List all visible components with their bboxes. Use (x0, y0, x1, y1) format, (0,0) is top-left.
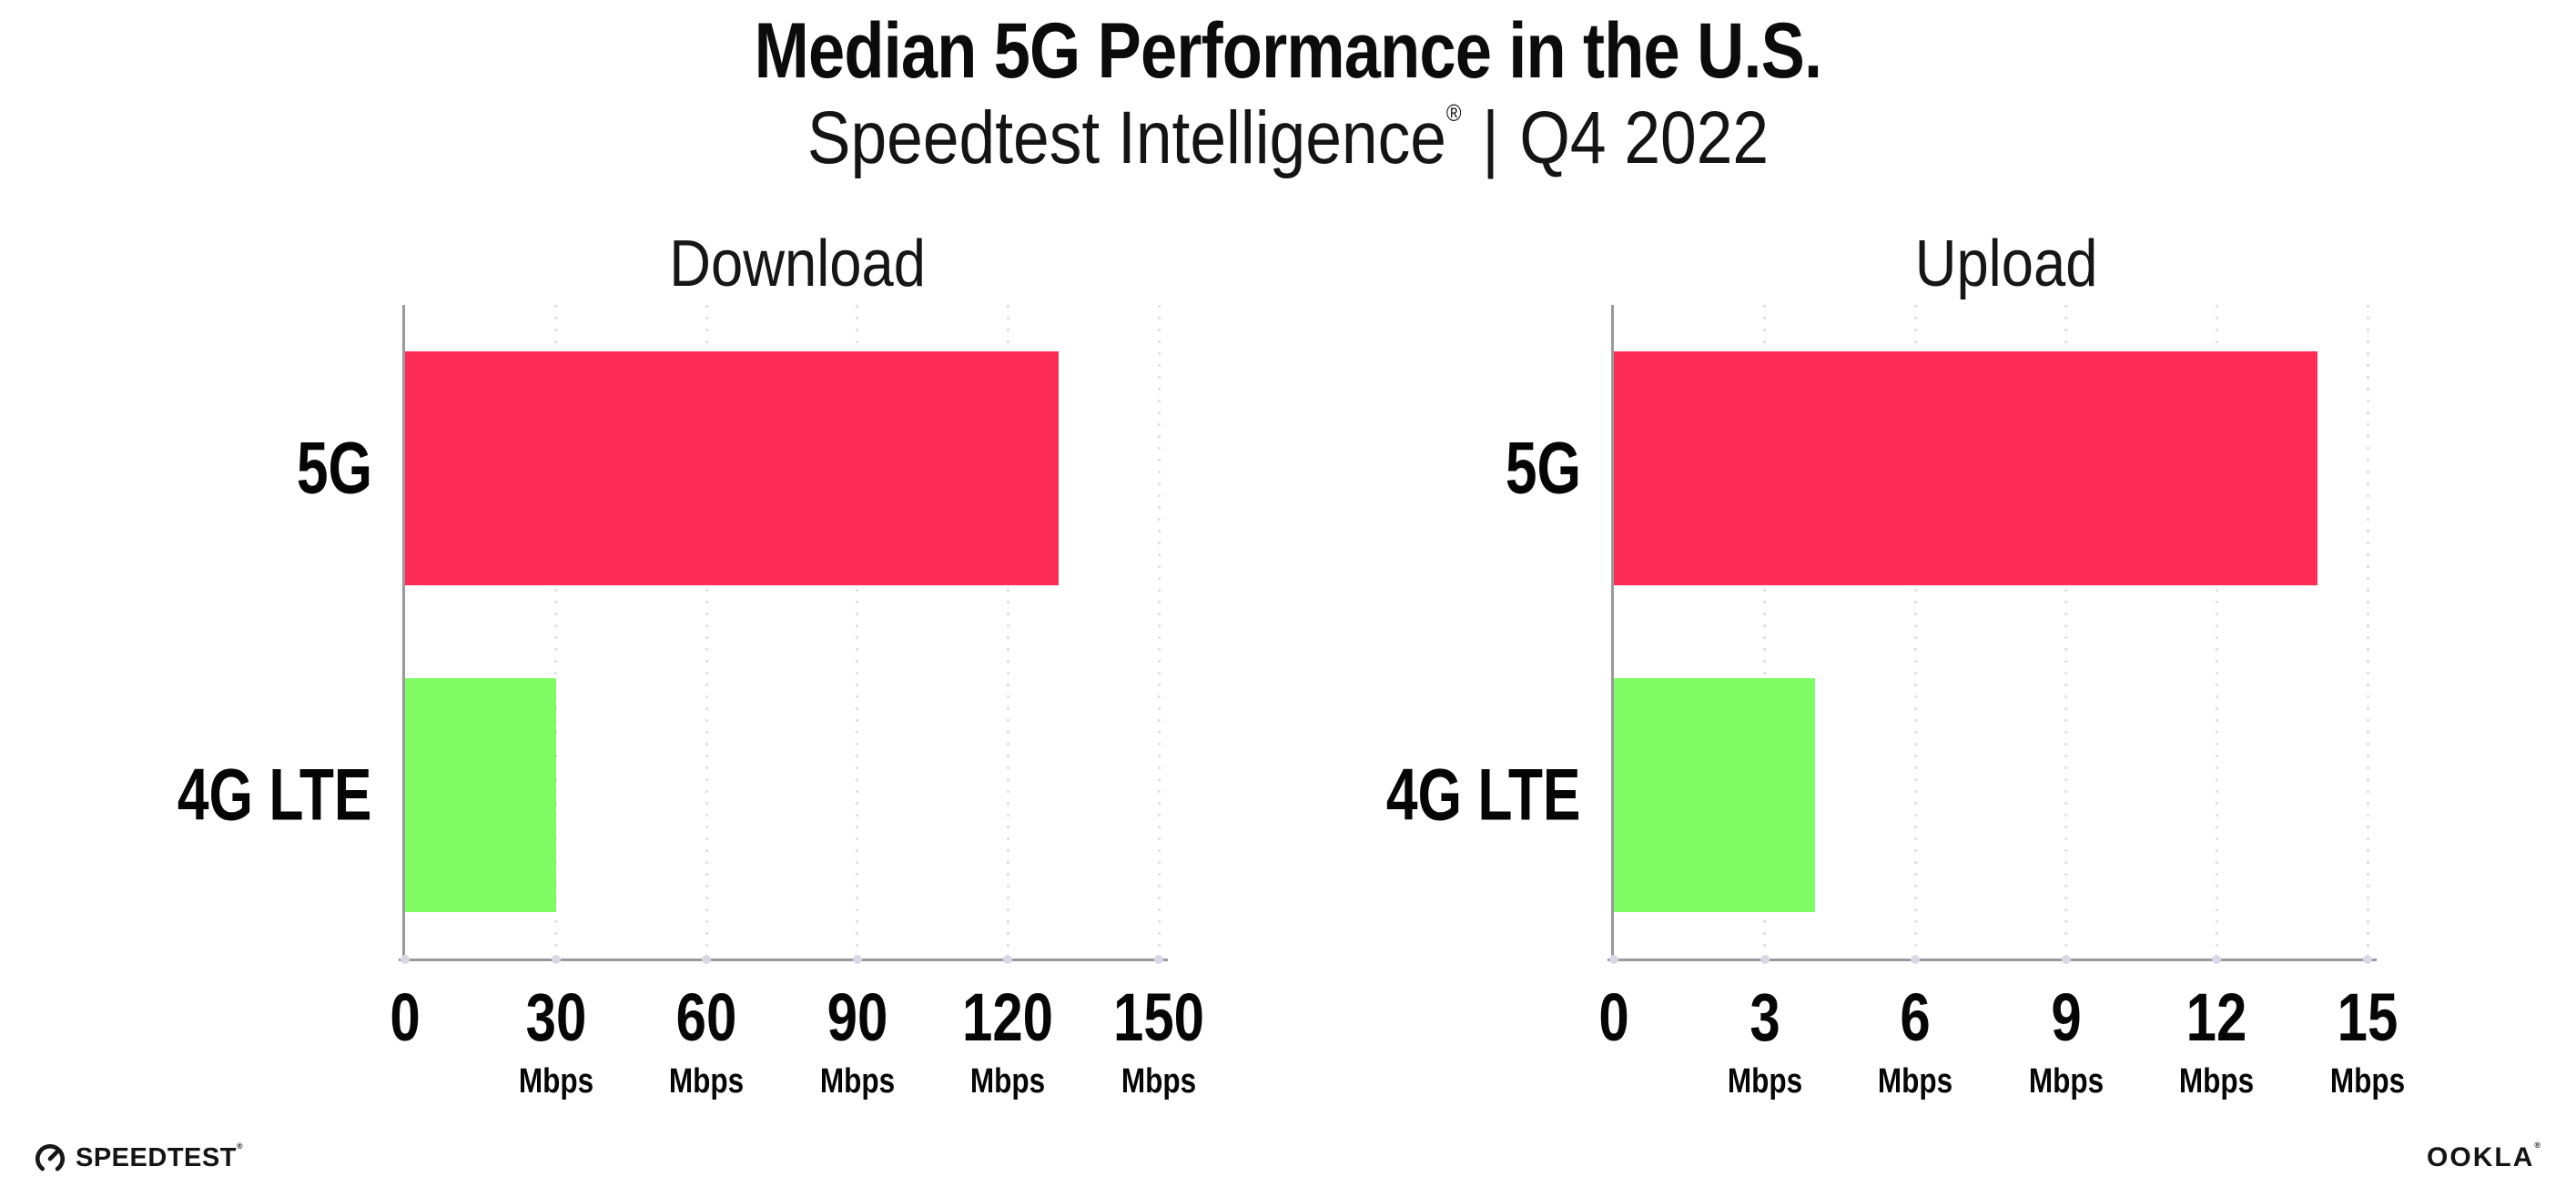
x-tick-value: 150 (1112, 979, 1205, 1055)
x-tick-unit: Mbps (518, 1062, 593, 1101)
x-tick-unit: Mbps (970, 1062, 1046, 1101)
page-title: Median 5G Performance in the U.S. (754, 7, 1822, 95)
axis-tick-dot-0 (1609, 955, 1618, 964)
axis-tick-dot-30 (551, 955, 561, 964)
download-chart-title: Download (669, 228, 926, 300)
x-tick-value: 90 (827, 979, 888, 1055)
axis-tick-dot-90 (852, 955, 862, 964)
x-tick-value: 9 (2051, 979, 2082, 1055)
x-tick-label-30: 30 Mbps (511, 979, 601, 1101)
subtitle-period: Q4 2022 (1519, 96, 1770, 179)
x-tick-value: 120 (962, 979, 1054, 1055)
axis-tick-dot-60 (702, 955, 712, 964)
x-tick-unit: Mbps (2028, 1062, 2104, 1101)
x-tick-value: 3 (1749, 979, 1780, 1055)
x-tick-label-6: 6 Mbps (1871, 979, 1961, 1101)
x-tick-label-60: 60 Mbps (662, 979, 752, 1101)
upload-row-label-5g: 5G (1505, 427, 1581, 509)
x-tick-value: 30 (525, 979, 586, 1055)
x-tick-unit: Mbps (2329, 1062, 2406, 1101)
bar-4g-lte (1614, 678, 1815, 912)
x-tick-label-0: 0 (1595, 984, 1632, 1051)
axis-tick-dot-0 (401, 955, 410, 964)
x-tick-label-3: 3 Mbps (1719, 979, 1810, 1101)
x-tick-value: 12 (2186, 979, 2247, 1055)
x-tick-value: 60 (675, 979, 737, 1055)
speedtest-logo: SPEEDTEST® (33, 1141, 243, 1175)
bar-4g-lte (405, 678, 556, 912)
upload-chart-title: Upload (1914, 228, 2098, 300)
x-tick-label-150: 150 Mbps (1102, 979, 1214, 1101)
speedometer-gauge-icon (35, 1144, 66, 1174)
gridline-3 (1763, 305, 1767, 959)
x-tick-unit: Mbps (819, 1062, 895, 1101)
axis-tick-dot-3 (1760, 955, 1770, 964)
speedtest-trademark: ® (236, 1141, 244, 1151)
x-tick-unit: Mbps (2179, 1062, 2255, 1101)
download-chart: 5G 4G LTE 0 30 Mbps 60 Mbps 90 Mbps 120 Mbps 150 M… (177, 305, 1204, 1099)
ookla-trademark: ® (2534, 1141, 2542, 1150)
axis-tick-dot-6 (1911, 955, 1921, 964)
gridline-15 (2366, 305, 2369, 959)
x-tick-value: 0 (390, 979, 421, 1055)
x-tick-value: 0 (1598, 979, 1629, 1055)
gridline-150 (1157, 305, 1161, 959)
subtitle-separator: | (1482, 96, 1499, 179)
gridline-90 (856, 305, 859, 959)
bar-5g (405, 351, 1059, 585)
speedtest-wordmark: SPEEDTEST (76, 1142, 237, 1172)
x-tick-unit: Mbps (1727, 1062, 1802, 1101)
x-tick-label-90: 90 Mbps (812, 979, 902, 1101)
x-tick-label-12: 12 Mbps (2172, 979, 2262, 1101)
upload-row-label-4g-lte: 4G LTE (1386, 754, 1581, 836)
x-tick-label-9: 9 Mbps (2021, 979, 2111, 1101)
download-row-label-5g: 5G (296, 427, 372, 509)
x-tick-label-15: 15 Mbps (2322, 979, 2412, 1101)
registered-mark: ® (1445, 99, 1462, 127)
x-tick-unit: Mbps (1878, 1062, 1953, 1101)
upload-chart: 5G 4G LTE 0 3 Mbps 6 Mbps 9 Mbps 12 Mbps 15 Mbps (1386, 305, 2405, 1099)
x-tick-label-0: 0 (386, 984, 423, 1051)
x-tick-value: 15 (2337, 979, 2399, 1055)
gridline-12 (2215, 305, 2218, 959)
x-tick-value: 6 (1900, 979, 1931, 1055)
x-tick-label-120: 120 Mbps (952, 979, 1064, 1101)
subtitle-brand: Speedtest Intelligence (806, 96, 1446, 179)
download-row-label-4g-lte: 4G LTE (177, 754, 372, 836)
axis-tick-dot-120 (1003, 955, 1013, 964)
axis-tick-dot-150 (1154, 955, 1163, 964)
axis-tick-dot-12 (2212, 955, 2222, 964)
bar-5g (1614, 351, 2317, 585)
ookla-logo: OOKLA® (2427, 1141, 2542, 1173)
download-x-axis (399, 959, 1168, 961)
page-subtitle: Speedtest Intelligence® | Q4 2022 (0, 94, 2576, 183)
gridline-120 (1006, 305, 1009, 959)
ookla-wordmark: OOKLA (2427, 1142, 2535, 1172)
gridline-30 (554, 305, 558, 959)
gridline-9 (2064, 305, 2068, 959)
gridline-60 (705, 305, 708, 959)
axis-tick-dot-15 (2363, 955, 2372, 964)
x-tick-unit: Mbps (1121, 1062, 1197, 1101)
upload-x-axis (1607, 959, 2377, 961)
page-header: Median 5G Performance in the U.S. (0, 5, 2576, 98)
x-tick-unit: Mbps (669, 1062, 745, 1101)
gridline-6 (1913, 305, 1917, 959)
axis-tick-dot-9 (2061, 955, 2071, 964)
